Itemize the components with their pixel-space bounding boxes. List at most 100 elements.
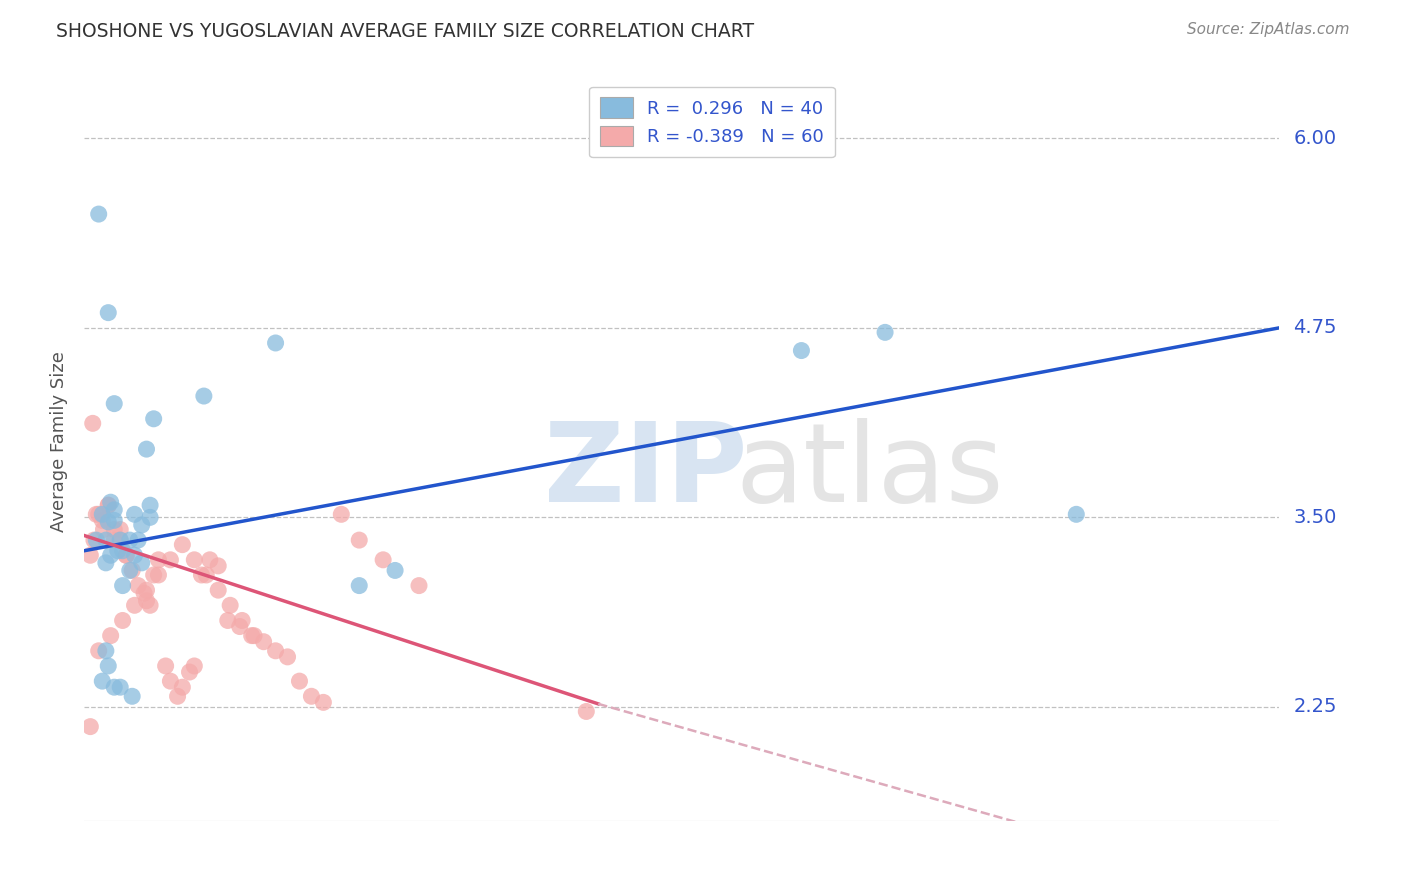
Point <box>139 498 162 512</box>
Point <box>118 533 141 547</box>
Point <box>264 644 287 658</box>
Point <box>139 510 162 524</box>
Y-axis label: Average Family Size: Average Family Size <box>49 351 67 532</box>
Point <box>288 674 311 689</box>
Point <box>243 629 266 643</box>
Point <box>127 533 149 547</box>
Point <box>127 579 149 593</box>
Point <box>87 644 110 658</box>
Point <box>135 594 157 608</box>
Point <box>124 599 146 613</box>
Point <box>110 680 132 694</box>
Point <box>231 614 253 628</box>
Text: 4.75: 4.75 <box>1294 318 1337 337</box>
Point <box>1066 508 1088 522</box>
Point <box>91 513 114 527</box>
Point <box>301 690 323 704</box>
Point <box>132 586 156 600</box>
Legend: R =  0.296   N = 40, R = -0.389   N = 60: R = 0.296 N = 40, R = -0.389 N = 60 <box>589 87 835 157</box>
Point <box>103 680 125 694</box>
Point <box>159 553 181 567</box>
Point <box>408 579 430 593</box>
Point <box>86 508 108 522</box>
Point <box>217 614 239 628</box>
Point <box>94 533 117 547</box>
Point <box>97 498 120 512</box>
Text: 2.25: 2.25 <box>1294 698 1337 716</box>
Point <box>124 548 146 563</box>
Point <box>121 564 143 578</box>
Point <box>107 543 129 558</box>
Point <box>240 629 263 643</box>
Point <box>94 644 117 658</box>
Point <box>790 343 813 358</box>
Point <box>159 674 181 689</box>
Point <box>193 389 215 403</box>
Point <box>82 417 104 431</box>
Point <box>110 523 132 537</box>
Point <box>349 579 371 593</box>
Point <box>87 508 110 522</box>
Point <box>875 326 897 340</box>
Point <box>111 614 134 628</box>
Point <box>135 442 157 457</box>
Point <box>103 503 125 517</box>
Text: ZIP: ZIP <box>544 418 748 525</box>
Point <box>148 568 170 582</box>
Point <box>131 517 153 532</box>
Point <box>207 558 229 573</box>
Point <box>142 568 165 582</box>
Point <box>79 548 101 563</box>
Point <box>86 533 108 547</box>
Point <box>103 396 125 410</box>
Point <box>142 411 165 425</box>
Point <box>94 556 117 570</box>
Point <box>264 335 287 350</box>
Point <box>135 583 157 598</box>
Point <box>110 533 132 547</box>
Text: 3.50: 3.50 <box>1294 508 1337 527</box>
Point <box>100 548 122 563</box>
Point <box>131 556 153 570</box>
Point <box>97 498 120 512</box>
Point <box>97 515 120 529</box>
Point <box>172 680 194 694</box>
Point <box>349 533 371 547</box>
Point <box>115 548 138 563</box>
Point <box>183 659 205 673</box>
Point <box>93 523 115 537</box>
Point <box>87 207 110 221</box>
Text: SHOSHONE VS YUGOSLAVIAN AVERAGE FAMILY SIZE CORRELATION CHART: SHOSHONE VS YUGOSLAVIAN AVERAGE FAMILY S… <box>56 22 755 41</box>
Point <box>207 583 229 598</box>
Point <box>179 665 201 679</box>
Point <box>183 553 205 567</box>
Point <box>172 538 194 552</box>
Point <box>91 674 114 689</box>
Point <box>190 568 212 582</box>
Point <box>91 508 114 522</box>
Text: Source: ZipAtlas.com: Source: ZipAtlas.com <box>1187 22 1350 37</box>
Point <box>97 305 120 319</box>
Point <box>373 553 395 567</box>
Point <box>384 564 406 578</box>
Point <box>79 720 101 734</box>
Point <box>148 553 170 567</box>
Point <box>330 508 353 522</box>
Point <box>97 659 120 673</box>
Point <box>219 599 242 613</box>
Point <box>198 553 221 567</box>
Point <box>195 568 218 582</box>
Point <box>139 599 162 613</box>
Point <box>155 659 177 673</box>
Point <box>312 695 335 709</box>
Point <box>121 690 143 704</box>
Point <box>110 533 132 547</box>
Point <box>100 495 122 509</box>
Point <box>83 533 105 547</box>
Point <box>229 619 252 633</box>
Point <box>253 634 276 648</box>
Text: 6.00: 6.00 <box>1294 128 1337 148</box>
Point <box>111 579 134 593</box>
Point <box>103 533 125 547</box>
Point <box>111 543 134 558</box>
